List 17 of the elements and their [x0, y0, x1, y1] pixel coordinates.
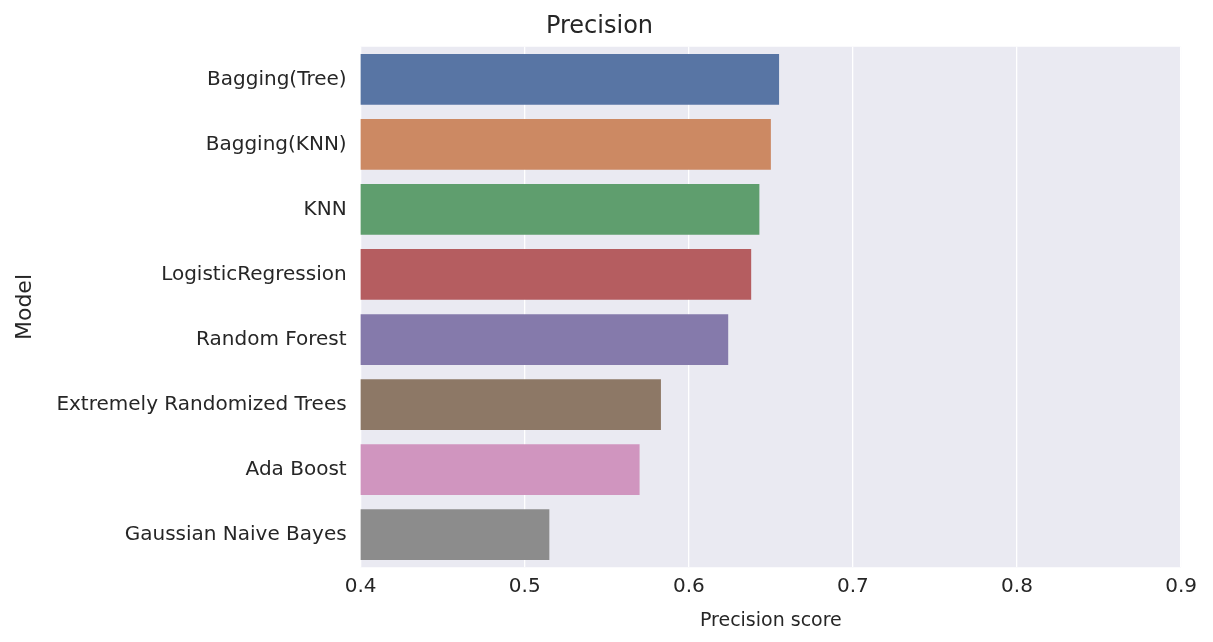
y-tick-label: Gaussian Naive Bayes [124, 520, 347, 545]
y-tick-label: Ada Boost [245, 455, 347, 480]
y-axis-title: Model [10, 273, 36, 341]
y-tick-label: LogisticRegression [161, 260, 347, 285]
x-tick-label: 0.9 [1165, 573, 1197, 598]
x-tick-label: 0.4 [344, 573, 377, 598]
chart-title: Precision [545, 10, 654, 39]
x-axis-title: Precision score [699, 607, 842, 630]
x-tick-label: 0.5 [508, 573, 541, 598]
y-tick-label: Bagging(KNN) [205, 130, 347, 155]
y-tick-label: Random Forest [196, 325, 347, 350]
x-tick-label: 0.8 [1001, 573, 1033, 598]
y-tick-label: KNN [303, 195, 347, 220]
y-tick-label: Bagging(Tree) [207, 65, 347, 90]
y-tick-label: Extremely Randomized Trees [56, 390, 347, 415]
x-tick-label: 0.6 [672, 573, 705, 598]
x-tick-label: 0.7 [837, 573, 869, 598]
